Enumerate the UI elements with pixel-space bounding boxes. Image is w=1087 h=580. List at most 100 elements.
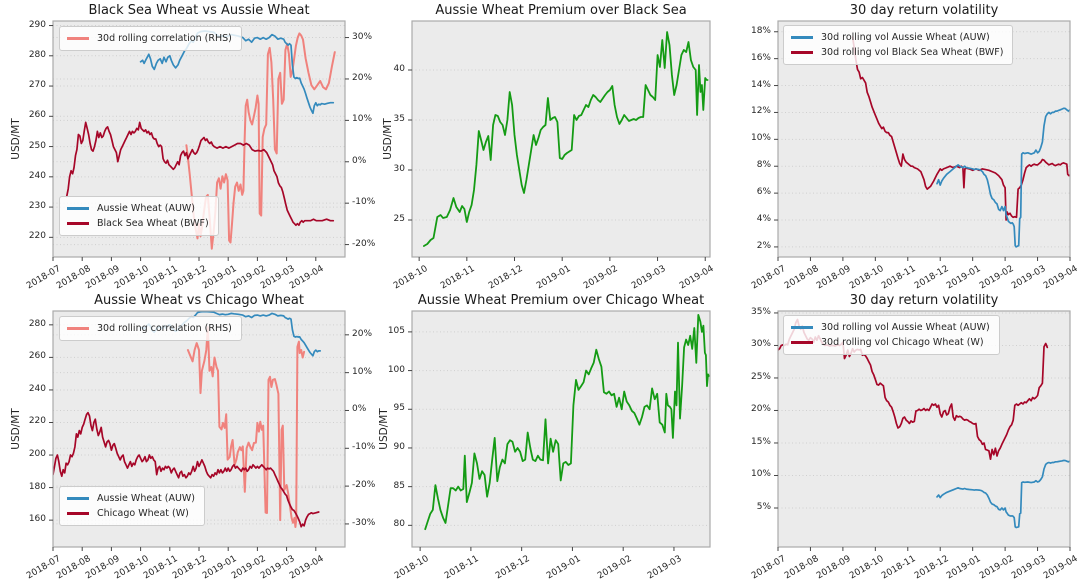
legend-entry: 30d rolling vol Aussie Wheat (AUW) (791, 320, 990, 335)
x-tick-label: 2018-08 (782, 554, 821, 580)
legend-line-swatch (67, 37, 89, 40)
x-tick-label: 2018-12 (486, 264, 525, 292)
x-tick-label: 2019-04 (1042, 554, 1080, 580)
legend-label: 30d rolling correlation (RHS) (97, 33, 232, 44)
legend-line-swatch (67, 207, 89, 210)
legend-label: Aussie Wheat (AUW) (97, 493, 196, 504)
y-tick-label: 10% (750, 133, 771, 144)
x-tick-label: 2018-10 (847, 554, 886, 580)
y-tick-label: 18% (750, 25, 771, 36)
y-tick-label: 90 (393, 441, 405, 452)
series-line (424, 313, 710, 531)
x-tick-label: 2018-07 (25, 264, 63, 292)
legend-entry: 30d rolling vol Black Sea Wheat (BWF) (791, 45, 1003, 60)
series-line (139, 311, 322, 357)
legend: 30d rolling correlation (RHS) (59, 26, 242, 51)
legend-label: 30d rolling vol Chicago Wheat (W) (821, 337, 984, 348)
chart-title: Aussie Wheat vs Chicago Wheat (94, 293, 304, 308)
x-tick-label: 2018-10 (847, 264, 886, 292)
x-tick-label: 2018-12 (171, 554, 209, 580)
x-tick-label: 2019-02 (977, 264, 1016, 292)
chart-title: 30 day return volatility (849, 3, 999, 18)
x-tick-label: 2019-04 (288, 264, 326, 292)
y-right-tick-label: 20% (352, 328, 373, 339)
y-tick-label: 40 (393, 64, 405, 74)
x-tick-label: 2019-02 (229, 554, 268, 580)
legend-label: Aussie Wheat (AUW) (97, 203, 196, 214)
legend-line-swatch (791, 36, 813, 39)
x-tick-label: 2018-12 (912, 554, 951, 580)
x-tick-label: 2018-09 (83, 554, 122, 580)
legend-line-swatch (67, 327, 89, 330)
y-tick-label: 80 (393, 519, 405, 530)
y-tick-label: 240 (28, 170, 46, 181)
y-tick-label: 250 (28, 140, 46, 151)
series-line (186, 326, 306, 528)
x-tick-label: 2019-01 (534, 264, 573, 292)
chart-title: Black Sea Wheat vs Aussie Wheat (88, 3, 310, 18)
y-tick-label: 100 (387, 364, 405, 375)
x-tick-label: 2019-01 (945, 264, 983, 292)
y-tick-label: 2% (756, 240, 771, 251)
x-tick-label: 2018-07 (25, 554, 63, 580)
series-line (185, 32, 336, 250)
y-tick-label: 95 (393, 403, 405, 414)
legend-line-swatch (67, 222, 89, 225)
y-right-tick-label: 20% (352, 72, 373, 83)
y-tick-label: 290 (28, 19, 46, 30)
legend-label: Chicago Wheat (W) (97, 508, 189, 519)
y-axis-label: USD/MT (10, 408, 22, 450)
y-tick-label: 85 (393, 480, 405, 491)
x-tick-label: 2019-03 (259, 264, 297, 292)
y-tick-label: 280 (28, 318, 46, 329)
legend-label: 30d rolling vol Aussie Wheat (AUW) (821, 322, 990, 333)
y-tick-label: 105 (387, 325, 405, 336)
legend-label: 30d rolling vol Aussie Wheat (AUW) (821, 32, 990, 43)
legend-line-swatch (67, 497, 89, 500)
y-tick-label: 220 (28, 231, 46, 242)
y-tick-label: 4% (756, 214, 771, 225)
legend-entry: Black Sea Wheat (BWF) (67, 216, 209, 231)
legend-entry: 30d rolling correlation (RHS) (67, 31, 232, 46)
legend: Aussie Wheat (AUW) Black Sea Wheat (BWF) (59, 196, 219, 236)
x-tick-label: 2019-04 (1042, 264, 1080, 292)
x-tick-label: 2019-03 (259, 554, 297, 580)
y-tick-label: 260 (28, 110, 46, 121)
series-line (53, 411, 320, 528)
y-tick-label: 14% (750, 79, 771, 90)
x-tick-label: 2018-07 (750, 264, 788, 292)
legend-entry: 30d rolling correlation (RHS) (67, 321, 232, 336)
series-line (778, 318, 1049, 461)
y-axis-label: USD/MT (10, 118, 22, 160)
x-tick-label: 2018-09 (815, 264, 853, 292)
y-tick-label: 20% (750, 404, 771, 415)
x-tick-label: 2019-01 (200, 554, 239, 580)
x-tick-label: 2019-04 (288, 554, 326, 580)
y-tick-label: 8% (756, 160, 771, 171)
x-tick-label: 2018-10 (392, 554, 431, 580)
x-tick-label: 2018-11 (443, 554, 481, 580)
x-tick-label: 2018-11 (880, 554, 918, 580)
y-tick-label: 10% (750, 469, 771, 480)
y-right-tick-label: 10% (352, 366, 373, 377)
y-axis-label: USD/MT (382, 118, 394, 160)
chart-title: 30 day return volatility (849, 293, 999, 308)
series-line (936, 107, 1070, 248)
chart-title: Aussie Wheat Premium over Black Sea (435, 3, 687, 18)
legend-line-swatch (791, 51, 813, 54)
x-tick-label: 2019-03 (1009, 264, 1048, 292)
x-tick-label: 2019-02 (595, 554, 634, 580)
y-right-tick-label: 10% (352, 114, 373, 125)
y-tick-label: 30 (393, 164, 405, 174)
y-right-tick-label: -30% (352, 517, 376, 528)
legend-label: 30d rolling vol Black Sea Wheat (BWF) (821, 47, 1004, 58)
